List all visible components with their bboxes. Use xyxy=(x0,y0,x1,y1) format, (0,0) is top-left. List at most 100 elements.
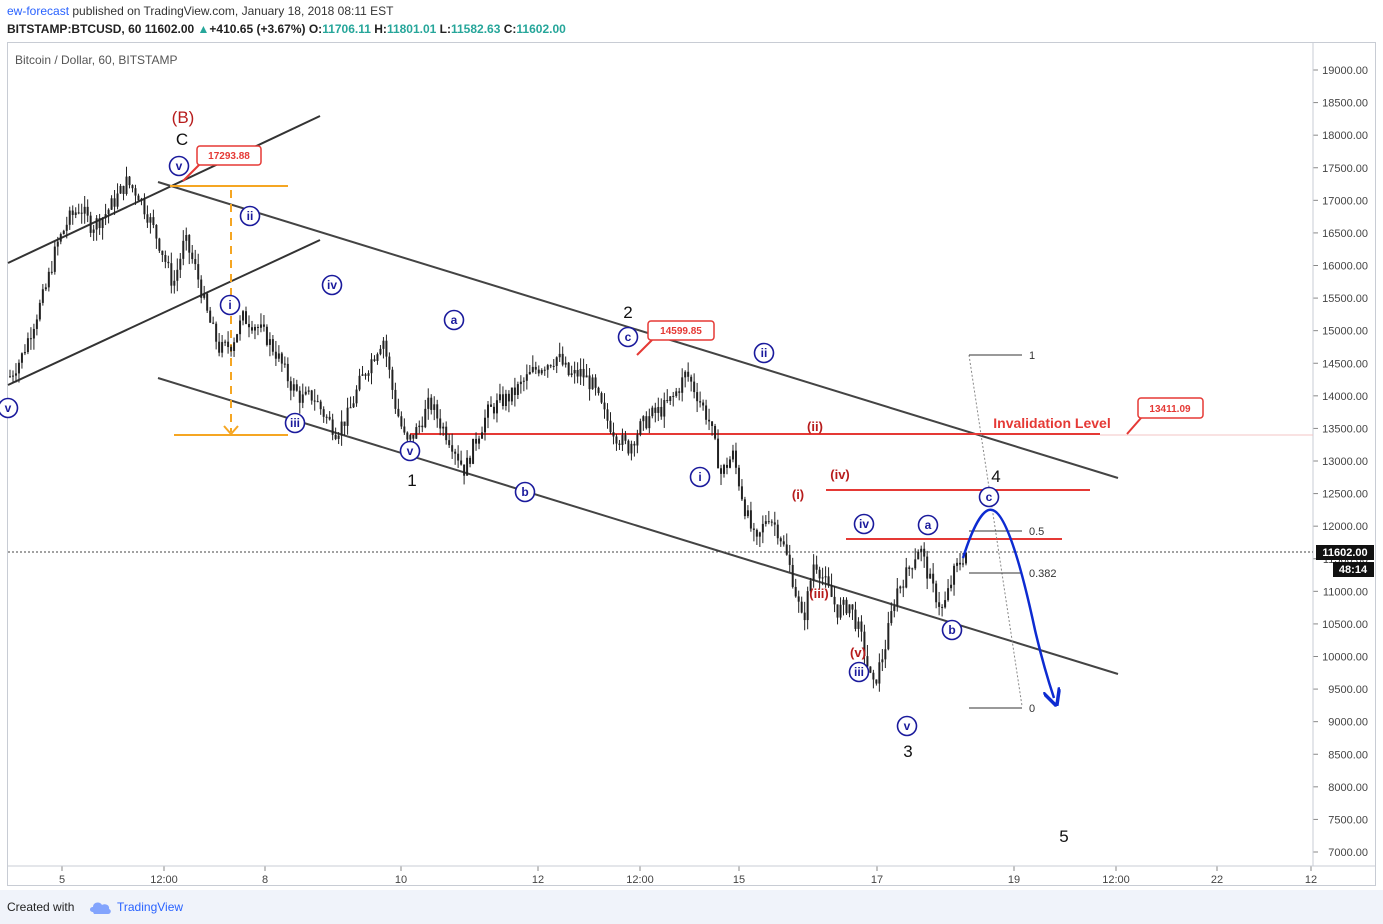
candle xyxy=(188,234,191,265)
candle xyxy=(397,398,400,418)
svg-text:i: i xyxy=(228,298,231,312)
author-link[interactable]: ew-forecast xyxy=(7,4,70,18)
candle xyxy=(83,195,86,224)
candle xyxy=(519,375,522,394)
candle xyxy=(528,365,531,375)
candle xyxy=(935,580,938,609)
candle xyxy=(902,579,905,598)
candle xyxy=(379,345,382,356)
candle xyxy=(242,309,245,326)
invalidation-level-label: Invalidation Level xyxy=(993,415,1110,431)
wave-circle-c: c xyxy=(978,486,1000,508)
candle xyxy=(881,649,884,672)
candle xyxy=(630,440,633,461)
wave-label-b: (B) xyxy=(172,108,195,127)
countdown-tag xyxy=(1333,562,1374,577)
projection-path[interactable] xyxy=(961,508,1054,698)
candle xyxy=(699,391,702,408)
open-value: 11706.11 xyxy=(322,22,371,36)
candle xyxy=(489,396,492,407)
candle xyxy=(463,464,466,485)
wave-circle-i: i xyxy=(689,466,711,488)
candle xyxy=(128,175,131,189)
candle xyxy=(328,411,331,421)
candle xyxy=(543,366,546,376)
candle xyxy=(29,327,32,350)
candle xyxy=(59,232,62,245)
candle xyxy=(534,361,537,375)
candle xyxy=(131,184,134,193)
callout-14599[interactable]: 14599.85 xyxy=(636,320,715,356)
candle xyxy=(140,197,143,206)
candle xyxy=(265,324,268,347)
candle xyxy=(567,361,570,377)
upper-channel-line-b[interactable] xyxy=(7,115,321,264)
lower-channel-line-b[interactable] xyxy=(7,239,321,386)
candle xyxy=(56,236,59,256)
candle xyxy=(32,323,35,350)
price-tick-label: 10500.00 xyxy=(1322,619,1368,631)
candle xyxy=(248,315,250,338)
candle xyxy=(836,604,839,625)
candle xyxy=(564,356,567,368)
callout-13411[interactable]: 13411.09 xyxy=(1126,397,1204,435)
candle xyxy=(295,379,298,392)
candle xyxy=(603,393,606,419)
candle xyxy=(185,227,188,251)
candle xyxy=(119,183,122,194)
price-tick-label: 17000.00 xyxy=(1322,195,1368,207)
candle xyxy=(292,378,295,397)
time-tick-label: 10 xyxy=(395,874,407,886)
candle xyxy=(666,389,669,404)
wave-circle-v: v xyxy=(0,397,19,419)
last-price: 11602.00 xyxy=(144,22,195,36)
candle xyxy=(869,666,872,674)
candle xyxy=(62,229,65,235)
candle xyxy=(809,577,812,594)
price-tick-label: 18000.00 xyxy=(1322,130,1368,142)
candle xyxy=(319,399,322,415)
candle xyxy=(594,374,597,396)
svg-text:c: c xyxy=(625,330,632,344)
tradingview-cloud-icon[interactable] xyxy=(88,899,112,915)
candle xyxy=(364,372,367,380)
low-value: 11582.63 xyxy=(451,22,501,36)
wave-label-5: 5 xyxy=(1059,827,1068,846)
price-axis[interactable]: 19000.00 18500.00 18000.00 17500.00 17000.00… xyxy=(1313,65,1368,859)
candle xyxy=(887,611,890,651)
callout-17293[interactable]: 17293.88 xyxy=(182,145,262,182)
candle xyxy=(896,578,899,612)
candle xyxy=(654,402,657,423)
wave-label-red-ii: (ii) xyxy=(807,419,823,434)
candle xyxy=(26,332,29,355)
candle xyxy=(926,550,929,590)
chart-frame[interactable] xyxy=(7,42,1376,886)
candle xyxy=(104,203,107,226)
candle xyxy=(11,370,14,383)
candle xyxy=(770,519,773,527)
candle xyxy=(209,306,212,323)
candle xyxy=(690,374,693,392)
tradingview-brand-link[interactable]: TradingView xyxy=(117,900,184,914)
candle xyxy=(47,267,50,292)
candle xyxy=(950,575,953,592)
candle xyxy=(41,284,44,306)
candle xyxy=(167,255,170,269)
candle xyxy=(815,555,818,574)
upper-downtrend-line[interactable] xyxy=(157,181,1119,479)
candle xyxy=(944,591,947,609)
time-axis[interactable]: 5 12:00 8 10 12 12:00 15 17 19 12:00 22 12 xyxy=(59,866,1317,886)
triangle-up-icon: ▲ xyxy=(197,22,210,36)
candle xyxy=(457,445,460,468)
candle xyxy=(681,368,684,402)
candle xyxy=(920,545,923,562)
wave-circle-v: v xyxy=(168,155,190,177)
candle xyxy=(728,456,731,469)
time-tick-label: 17 xyxy=(871,874,883,886)
wave-label-c: C xyxy=(176,130,188,149)
close-label: C: xyxy=(503,22,517,36)
candle-series[interactable] xyxy=(9,166,967,692)
price-tick-label: 17500.00 xyxy=(1322,163,1368,175)
candle xyxy=(227,331,230,354)
